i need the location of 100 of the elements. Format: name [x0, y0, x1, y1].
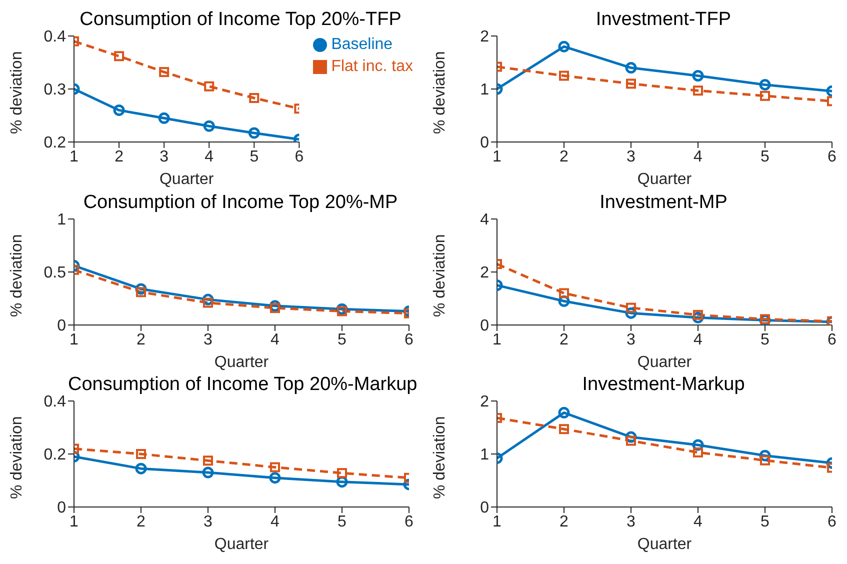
x-axis-title: Quarter [637, 536, 692, 554]
x-tick-label: 6 [828, 331, 837, 348]
point [159, 67, 170, 78]
legend-label: Flat inc. tax [331, 58, 413, 75]
chart-title: Investment-MP [598, 190, 728, 215]
point [559, 424, 569, 434]
y-axis-title: % deviation [432, 51, 449, 134]
point [626, 302, 636, 312]
x-tick-label: 4 [694, 514, 703, 531]
x-tick-label: 1 [70, 148, 79, 166]
point [270, 302, 280, 313]
y-tick-label: 2 [480, 394, 490, 412]
point [270, 462, 280, 473]
point [625, 62, 637, 74]
x-tick-label: 2 [560, 148, 569, 166]
x-tick-label: 1 [492, 148, 502, 166]
x-axis-title: Quarter [159, 171, 214, 188]
y-tick-label: 0.3 [44, 82, 66, 99]
x-axis-title: Quarter [637, 354, 692, 371]
x-axis-title: Quarter [637, 171, 692, 188]
x-tick-label: 2 [560, 514, 569, 531]
y-axis-title: % deviation [432, 234, 449, 317]
x-tick-label: 6 [828, 514, 837, 531]
point [626, 436, 636, 446]
y-tick-label: 0 [480, 134, 490, 152]
x-tick-label: 5 [250, 148, 259, 166]
point [113, 104, 125, 116]
x-tick-label: 5 [338, 514, 347, 531]
y-axis-title: % deviation [8, 234, 26, 317]
x-axis-title: Quarter [214, 354, 270, 371]
point [559, 288, 569, 298]
y-tick-label: 1 [480, 447, 490, 464]
y-tick-label: 0.5 [44, 264, 66, 282]
y-tick-label: 4 [480, 211, 490, 228]
point [203, 456, 213, 466]
point [204, 81, 214, 92]
x-tick-label: 1 [70, 331, 79, 348]
x-tick-label: 3 [626, 148, 636, 166]
x-tick-label: 3 [204, 331, 213, 348]
x-tick-label: 2 [114, 148, 124, 166]
y-tick-label: 1 [480, 82, 490, 99]
x-tick-label: 1 [492, 331, 502, 348]
point [760, 456, 770, 466]
x-tick-label: 3 [160, 148, 169, 166]
x-tick-label: 4 [270, 331, 280, 348]
point [136, 286, 146, 297]
y-axis-title: % deviation [8, 416, 26, 500]
x-tick-label: 3 [626, 331, 636, 348]
x-tick-label: 5 [338, 331, 347, 348]
point [202, 467, 214, 479]
x-tick-label: 2 [560, 331, 569, 348]
point [158, 112, 170, 124]
point [114, 51, 124, 62]
x-tick-label: 2 [136, 331, 146, 348]
x-tick-label: 5 [760, 148, 770, 166]
x-tick-label: 1 [70, 514, 79, 531]
point [558, 40, 570, 52]
chart-title: Investment-TFP [594, 8, 732, 32]
chart-title: Consumption of Income Top 20%-Markup [68, 373, 418, 398]
y-tick-label: 0 [57, 500, 66, 518]
y-tick-label: 0 [57, 317, 66, 334]
point [136, 449, 146, 460]
x-tick-label: 6 [404, 514, 414, 531]
y-axis-title: % deviation [432, 416, 449, 500]
x-tick-label: 4 [204, 148, 214, 166]
point [759, 79, 771, 91]
point [269, 472, 281, 484]
chart-title: Consumption of Income Top 20%-TFP [78, 8, 402, 32]
legend-label: Baseline [331, 36, 393, 53]
point [249, 93, 260, 104]
point [337, 306, 347, 316]
x-tick-label: 6 [294, 148, 304, 166]
x-tick-label: 4 [694, 148, 703, 166]
point [203, 297, 213, 308]
x-tick-label: 6 [404, 331, 414, 348]
x-axis-title: Quarter [214, 536, 270, 554]
y-tick-label: 0.2 [44, 447, 66, 464]
point [693, 86, 703, 96]
point [693, 448, 703, 458]
x-tick-label: 5 [760, 514, 770, 531]
point [692, 70, 704, 82]
y-tick-label: 0 [480, 317, 490, 334]
x-tick-label: 4 [270, 514, 280, 531]
x-tick-label: 2 [136, 514, 146, 531]
point [626, 78, 636, 89]
x-tick-label: 3 [204, 514, 213, 531]
point [693, 310, 703, 320]
y-tick-label: 0.4 [44, 28, 66, 46]
x-tick-label: 4 [694, 331, 703, 348]
y-tick-label: 0.4 [44, 394, 66, 412]
point [558, 407, 570, 419]
y-tick-label: 2 [480, 28, 490, 46]
y-axis-title: % deviation [8, 51, 26, 134]
x-tick-label: 5 [760, 331, 770, 348]
y-tick-label: 1 [57, 211, 66, 228]
x-tick-label: 6 [828, 148, 837, 166]
point [337, 468, 347, 478]
point [760, 90, 770, 101]
point [248, 127, 260, 139]
point [203, 120, 215, 132]
